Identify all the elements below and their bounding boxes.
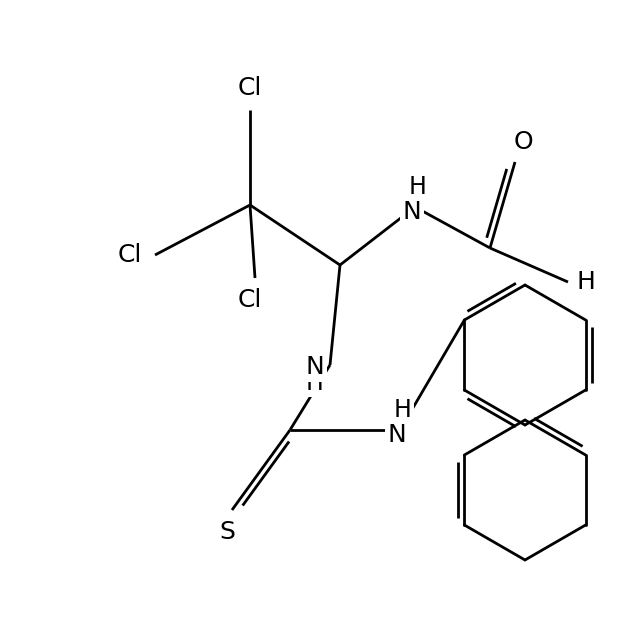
Text: S: S bbox=[219, 520, 235, 544]
Text: Cl: Cl bbox=[238, 76, 262, 100]
Text: Cl: Cl bbox=[118, 243, 142, 267]
Text: N: N bbox=[403, 200, 421, 224]
Text: H: H bbox=[409, 175, 427, 199]
Text: N: N bbox=[388, 423, 406, 447]
Text: Cl: Cl bbox=[238, 288, 262, 312]
Text: O: O bbox=[513, 130, 533, 154]
Text: N: N bbox=[306, 355, 324, 379]
Text: H: H bbox=[306, 371, 324, 395]
Text: H: H bbox=[394, 398, 412, 422]
Text: H: H bbox=[577, 270, 595, 294]
